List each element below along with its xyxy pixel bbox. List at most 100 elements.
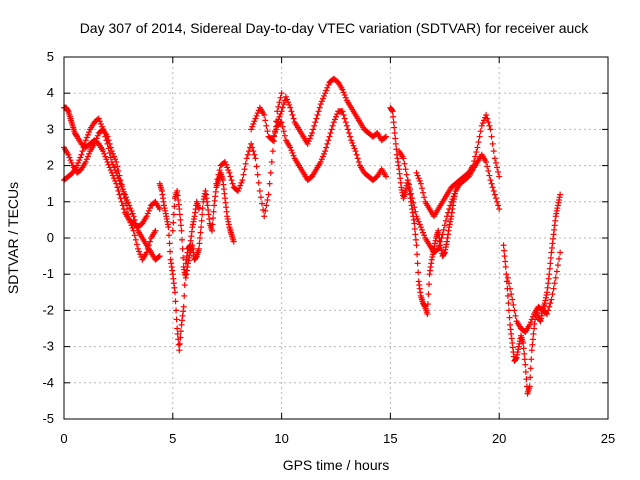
data-point	[342, 94, 349, 101]
data-point	[319, 153, 326, 160]
y-tick-label: -1	[42, 266, 54, 281]
y-tick-label: 2	[47, 158, 54, 173]
data-point	[327, 130, 334, 137]
data-point	[273, 123, 280, 130]
data-point	[127, 219, 134, 226]
data-point	[285, 99, 292, 106]
data-point	[235, 187, 242, 194]
data-point	[275, 103, 282, 110]
data-point	[417, 180, 424, 187]
data-point	[238, 179, 245, 186]
data-point	[263, 202, 270, 209]
data-point	[413, 242, 420, 249]
data-point	[406, 186, 413, 193]
data-point	[426, 281, 433, 288]
data-point	[76, 157, 83, 164]
data-point	[177, 222, 184, 229]
data-point	[288, 147, 295, 154]
data-point	[127, 205, 134, 212]
data-point	[68, 159, 75, 166]
data-point	[413, 213, 420, 220]
data-point	[546, 271, 553, 278]
data-point	[548, 296, 555, 303]
data-point	[116, 177, 123, 184]
data-point	[119, 186, 126, 193]
data-point	[392, 135, 399, 142]
data-point	[512, 312, 519, 319]
grid-layer	[64, 57, 608, 419]
data-point	[348, 137, 355, 144]
data-point	[269, 148, 276, 155]
data-point	[547, 260, 554, 267]
data-point	[133, 224, 140, 231]
x-tick-label: 25	[601, 431, 615, 446]
data-point	[156, 206, 163, 213]
data-point	[485, 119, 492, 126]
data-point	[174, 325, 181, 332]
data-point	[415, 269, 422, 276]
data-point	[171, 203, 178, 210]
data-point	[418, 226, 425, 233]
data-point	[81, 140, 88, 147]
data-point	[264, 128, 271, 135]
data-point	[120, 190, 127, 197]
data-point	[439, 231, 446, 238]
data-point	[331, 116, 338, 123]
data-point	[350, 142, 357, 149]
data-point	[277, 94, 284, 101]
data-point	[75, 159, 82, 166]
data-point	[102, 153, 109, 160]
data-point	[67, 157, 74, 164]
data-point	[441, 222, 448, 229]
data-point	[417, 224, 424, 231]
y-tick-label: 4	[47, 85, 54, 100]
data-point	[209, 221, 216, 228]
data-point	[197, 235, 203, 241]
data-point	[330, 119, 337, 126]
data-point	[344, 126, 351, 133]
data-point	[95, 115, 102, 122]
data-point	[121, 195, 128, 202]
data-point	[434, 246, 441, 253]
data-point	[136, 248, 143, 255]
data-point	[354, 155, 361, 162]
x-tick-label: 20	[492, 431, 506, 446]
data-point	[511, 307, 518, 314]
data-point	[241, 166, 248, 173]
data-point	[490, 148, 497, 155]
data-point	[176, 206, 183, 213]
data-point	[82, 137, 89, 144]
data-point	[527, 319, 534, 326]
data-point	[450, 193, 457, 200]
data-point	[412, 231, 419, 238]
data-point	[492, 159, 499, 166]
data-point	[554, 262, 561, 269]
data-point	[280, 101, 287, 108]
data-point	[326, 133, 333, 140]
data-point	[137, 251, 144, 258]
data-point	[401, 160, 408, 167]
data-point	[287, 104, 294, 111]
data-point	[116, 172, 123, 179]
data-point	[322, 148, 329, 155]
data-point	[355, 158, 362, 165]
data-point	[381, 134, 388, 141]
data-point	[526, 321, 533, 328]
data-point	[84, 153, 91, 160]
data-point	[488, 180, 495, 187]
data-point	[86, 150, 93, 157]
data-point	[339, 108, 346, 115]
data-point	[251, 118, 258, 125]
data-point	[504, 274, 511, 281]
data-point	[196, 240, 203, 247]
data-point	[445, 209, 452, 216]
data-point	[173, 316, 180, 323]
data-point	[177, 328, 184, 335]
data-point	[276, 99, 283, 106]
data-point	[225, 167, 232, 174]
data-point	[146, 238, 153, 245]
data-point	[400, 155, 407, 162]
data-point	[277, 120, 284, 127]
data-point	[128, 207, 135, 214]
data-point	[313, 115, 320, 122]
